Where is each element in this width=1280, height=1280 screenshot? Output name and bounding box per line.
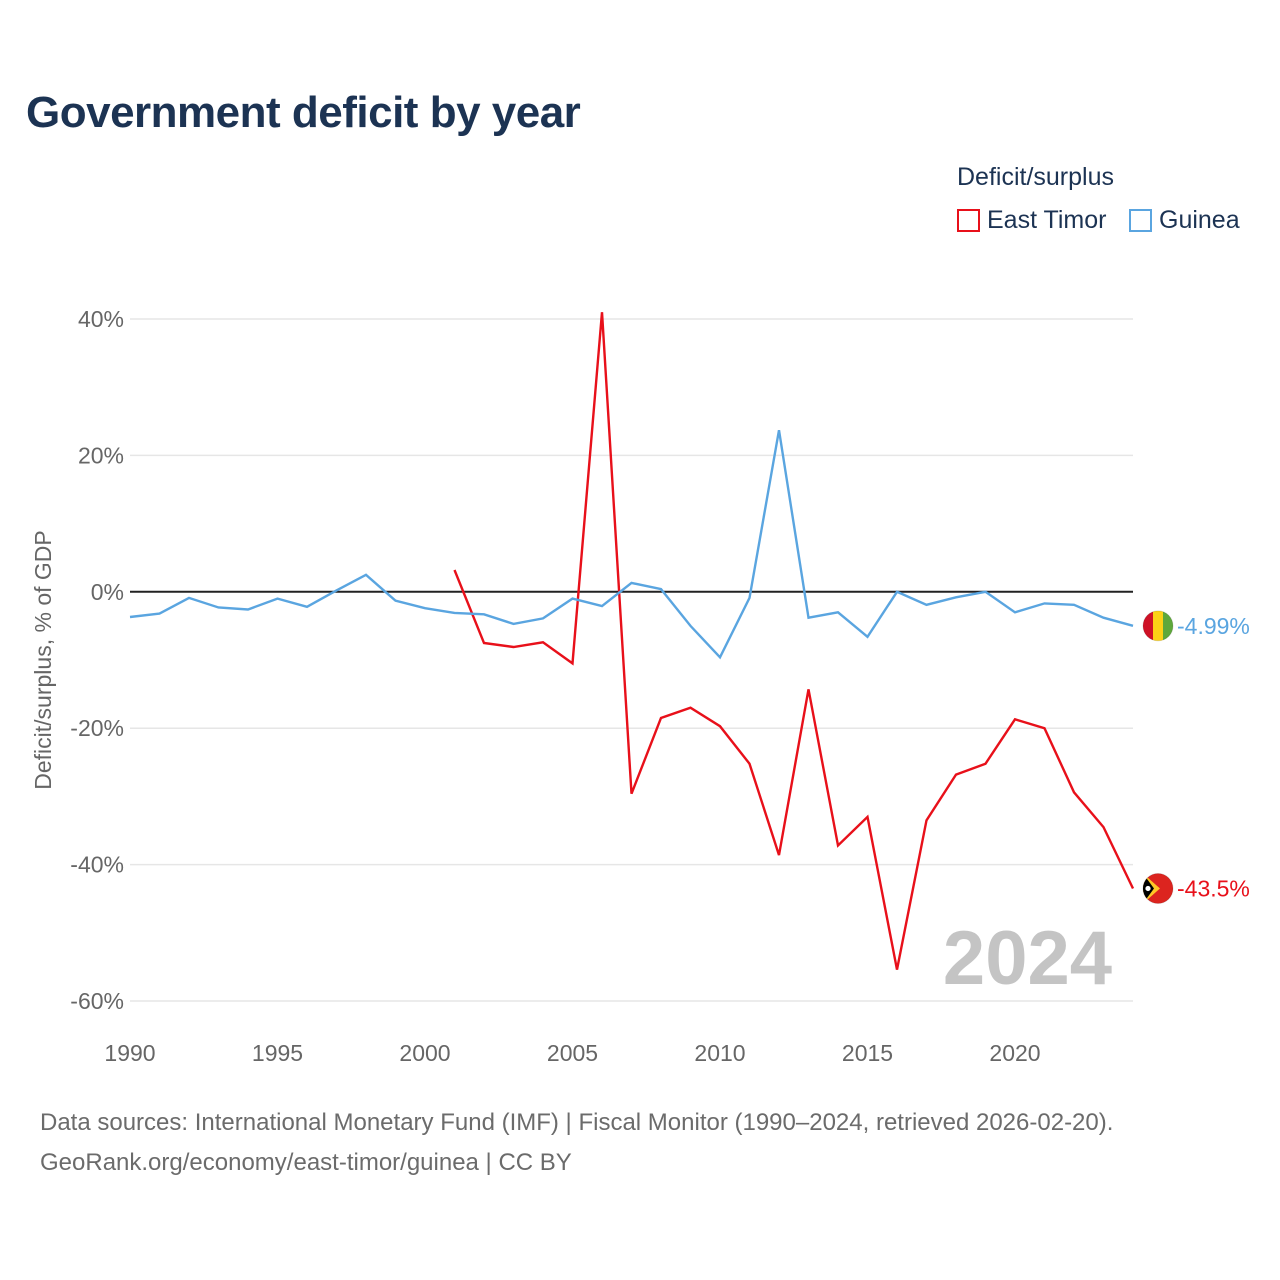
east-timor-flag-icon	[1142, 872, 1174, 904]
footer-sources: Data sources: International Monetary Fun…	[40, 1109, 1114, 1136]
legend-item-guinea[interactable]: Guinea	[1129, 206, 1240, 235]
legend-label-guinea: Guinea	[1159, 206, 1240, 234]
x-tick-label: 1990	[104, 1040, 155, 1066]
end-markers: -43.5% -4.99%	[1142, 610, 1250, 904]
year-watermark: 2024	[943, 916, 1112, 1001]
x-tick-label: 2020	[989, 1040, 1040, 1066]
footer-credit[interactable]: GeoRank.org/economy/east-timor/guinea | …	[40, 1149, 572, 1176]
y-tick-label: -60%	[70, 988, 124, 1014]
y-tick-label: 0%	[91, 579, 124, 605]
flag-stripe-green	[1163, 610, 1173, 641]
chart-title: Government deficit by year	[26, 88, 581, 137]
y-tick-labels: 40% 20% 0% -20% -40% -60%	[70, 306, 124, 1014]
flag-star-white	[1145, 885, 1151, 892]
y-tick-label: -20%	[70, 715, 124, 741]
flag-outline	[1142, 872, 1174, 904]
x-tick-label: 2000	[399, 1040, 450, 1066]
grid-layer	[130, 318, 1133, 1002]
x-tick-label: 2005	[547, 1040, 598, 1066]
legend-item-east-timor[interactable]: East Timor	[957, 206, 1106, 235]
y-axis-title: Deficit/surplus, % of GDP	[30, 530, 56, 789]
y-tick-label: 40%	[78, 306, 124, 332]
east-timor-flag-shapes	[1143, 873, 1173, 904]
x-tick-labels: 1990 1995 2000 2005 2010 2015 2020	[104, 1040, 1040, 1066]
x-tick-label: 2010	[694, 1040, 745, 1066]
series-line-guinea	[129, 429, 1134, 660]
guinea-flag-stripes	[1143, 610, 1173, 641]
y-tick-label: 20%	[78, 442, 124, 468]
x-tick-label: 2015	[842, 1040, 893, 1066]
end-label-east-timor: -43.5%	[1177, 875, 1250, 901]
x-tick-label: 1995	[252, 1040, 303, 1066]
legend-title: Deficit/surplus	[957, 163, 1114, 191]
legend-swatch-east-timor	[957, 209, 980, 232]
legend-swatch-guinea	[1129, 209, 1152, 232]
series-line-east-timor	[453, 312, 1135, 970]
legend-label-east-timor: East Timor	[987, 206, 1107, 234]
flag-outline	[1142, 610, 1174, 642]
flag-stripe-red	[1143, 610, 1153, 641]
series-layer	[129, 312, 1135, 970]
flag-stripe-yellow	[1153, 610, 1163, 641]
guinea-flag-icon	[1142, 610, 1174, 642]
y-tick-label: -40%	[70, 852, 124, 878]
end-label-guinea: -4.99%	[1177, 613, 1250, 639]
